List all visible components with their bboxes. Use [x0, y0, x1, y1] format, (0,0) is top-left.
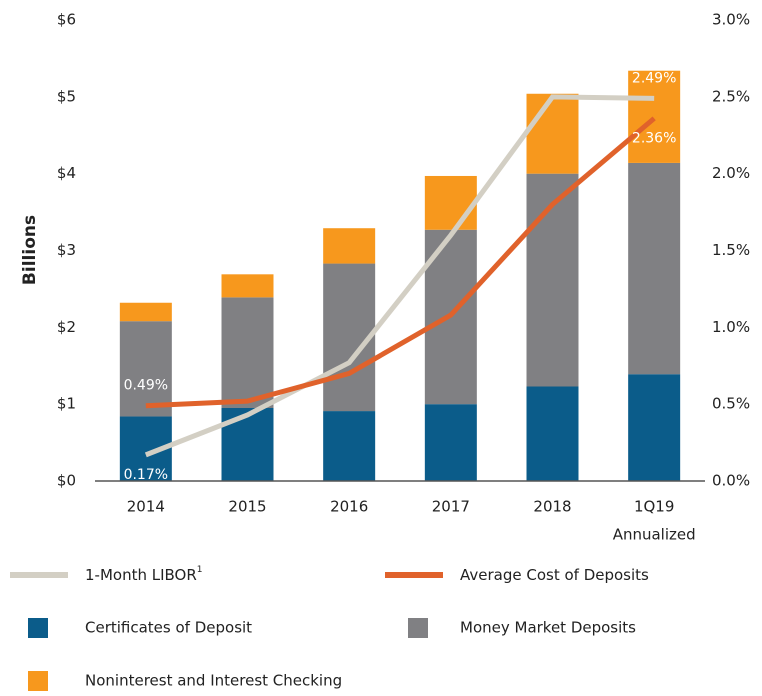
x-tick-label: 2018 — [533, 498, 571, 516]
legend-label: Money Market Deposits — [460, 619, 636, 637]
bar-segment — [526, 93, 579, 174]
legend-label-text: 1-Month LIBOR — [85, 566, 197, 584]
bar-segment — [119, 321, 172, 417]
x-tick-note: Annualized — [613, 526, 696, 544]
bar-segment — [628, 70, 681, 163]
x-tick-label: 2015 — [228, 498, 266, 516]
y-tick-label: $5 — [57, 87, 76, 105]
bar-segment — [526, 386, 579, 481]
legend-label-text: Average Cost of Deposits — [460, 566, 649, 584]
line-series — [145, 116, 656, 409]
y2-tick-label: 3.0% — [712, 11, 750, 29]
bar-segment — [323, 228, 376, 264]
bar-segment — [424, 404, 477, 481]
data-label: 2.36% — [632, 130, 676, 146]
y2-tick-label: 2.5% — [712, 87, 750, 105]
bar-segment — [119, 302, 172, 322]
legend-superscript: 1 — [197, 565, 203, 575]
x-tick-label: 2017 — [432, 498, 470, 516]
bar-segment — [424, 175, 477, 230]
legend-swatch — [28, 618, 48, 638]
y-tick-label: $2 — [57, 318, 76, 336]
x-tick-label: 2016 — [330, 498, 368, 516]
y2-tick-label: 0.0% — [712, 472, 750, 490]
y-axis-label: Billions — [20, 215, 40, 285]
y2-tick-label: 1.0% — [712, 318, 750, 336]
legend-label: Average Cost of Deposits — [460, 566, 649, 584]
bar-segment — [221, 274, 274, 298]
data-label: 0.49% — [124, 378, 168, 394]
legend-swatch — [408, 618, 428, 638]
y2-tick-label: 0.5% — [712, 395, 750, 413]
y-tick-label: $3 — [57, 241, 76, 259]
x-tick-label: 2014 — [127, 498, 165, 516]
data-label: 0.17% — [124, 467, 168, 483]
legend-label: 1-Month LIBOR1 — [85, 565, 203, 584]
legend-label: Certificates of Deposit — [85, 619, 252, 637]
y2-tick-label: 1.5% — [712, 241, 750, 259]
bar-segment — [526, 173, 579, 387]
bar-segment — [323, 411, 376, 481]
x-tick-label: 1Q19 — [634, 498, 674, 516]
bar-segment — [221, 297, 274, 409]
line-series — [144, 94, 655, 458]
bar-segment — [628, 374, 681, 481]
y-tick-label: $4 — [57, 164, 76, 182]
y-tick-label: $0 — [57, 472, 76, 490]
y2-tick-label: 2.0% — [712, 164, 750, 182]
data-label: 2.49% — [632, 70, 676, 86]
y-tick-label: $6 — [57, 11, 76, 29]
legend-swatch — [28, 671, 48, 691]
bar-segment — [221, 408, 274, 481]
legend-label: Noninterest and Interest Checking — [85, 672, 342, 690]
y-tick-label: $1 — [57, 395, 76, 413]
bar-segment — [628, 162, 681, 375]
